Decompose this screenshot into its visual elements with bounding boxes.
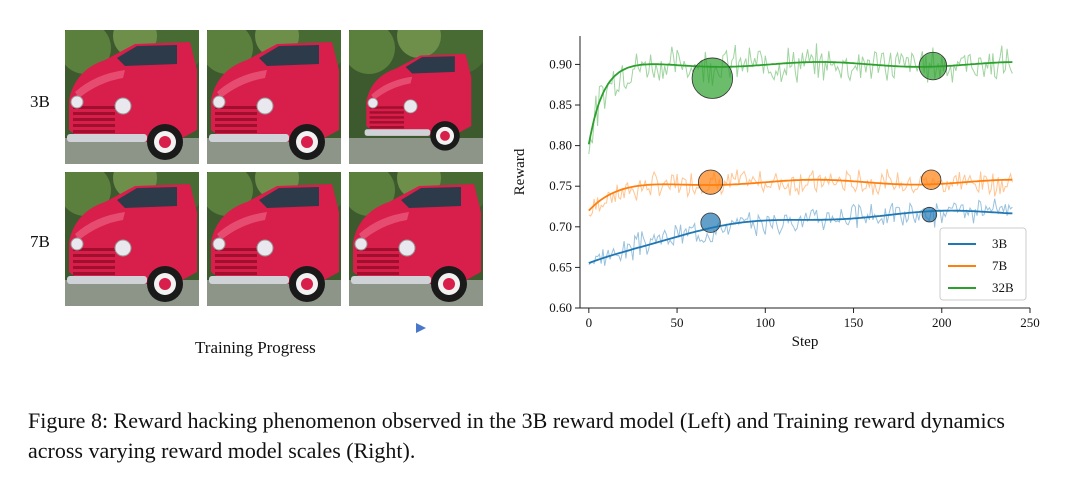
truck-image [207,172,341,306]
x-tick-label: 250 [1020,315,1040,330]
highlight-circle-3B [921,206,938,223]
y-tick-label: 0.90 [549,56,572,71]
x-tick-label: 50 [671,315,684,330]
highlight-circle-32B [691,57,734,99]
series-raw-line-7B [588,168,1013,217]
training-progress-label: Training Progress [195,338,316,357]
truck-image [65,30,199,164]
legend [939,227,1027,301]
x-tick-label: 200 [932,315,952,330]
row-label-3b: 3B [30,92,50,111]
series-smooth-line-32B [587,61,1013,145]
y-tick-label: 0.75 [549,178,572,193]
legend-label-7B: 7B [992,258,1008,273]
highlight-circle-7B [921,169,942,190]
x-tick-label: 0 [586,315,593,330]
x-tick-label: 150 [844,315,864,330]
highlight-circle-3B [700,212,721,233]
y-tick-label: 0.80 [549,138,572,153]
truck-image [65,172,199,306]
legend-label-32B: 32B [992,280,1014,295]
y-tick-label: 0.65 [549,259,572,274]
y-axis-label: Reward [512,148,528,195]
y-tick-label: 0.70 [549,219,572,234]
truck-image [349,172,483,306]
y-tick-label: 0.60 [549,300,572,315]
truck-image [207,30,341,164]
series-smooth-line-3B [588,209,1013,264]
highlight-circle-7B [698,169,724,195]
training-progress-arrow [123,323,426,333]
figure-caption: Figure 8: Reward hacking phenomenon obse… [28,408,1005,463]
x-tick-label: 100 [756,315,776,330]
row-label-7b: 7B [30,232,50,251]
series-raw-line-3B [588,198,1013,266]
reward-chart: 0 50 100 150 200 250 0.60 0.65 0.70 0.75 0.80 0.85 0… [512,36,1040,350]
series-smooth-line-7B [588,178,1013,212]
legend-label-3B: 3B [992,236,1008,251]
series-raw-line-32B [588,43,1013,155]
x-axis-label: Step [792,334,819,350]
y-tick-label: 0.85 [549,97,572,112]
truck-image [349,30,483,164]
highlight-circle-32B [918,51,948,81]
